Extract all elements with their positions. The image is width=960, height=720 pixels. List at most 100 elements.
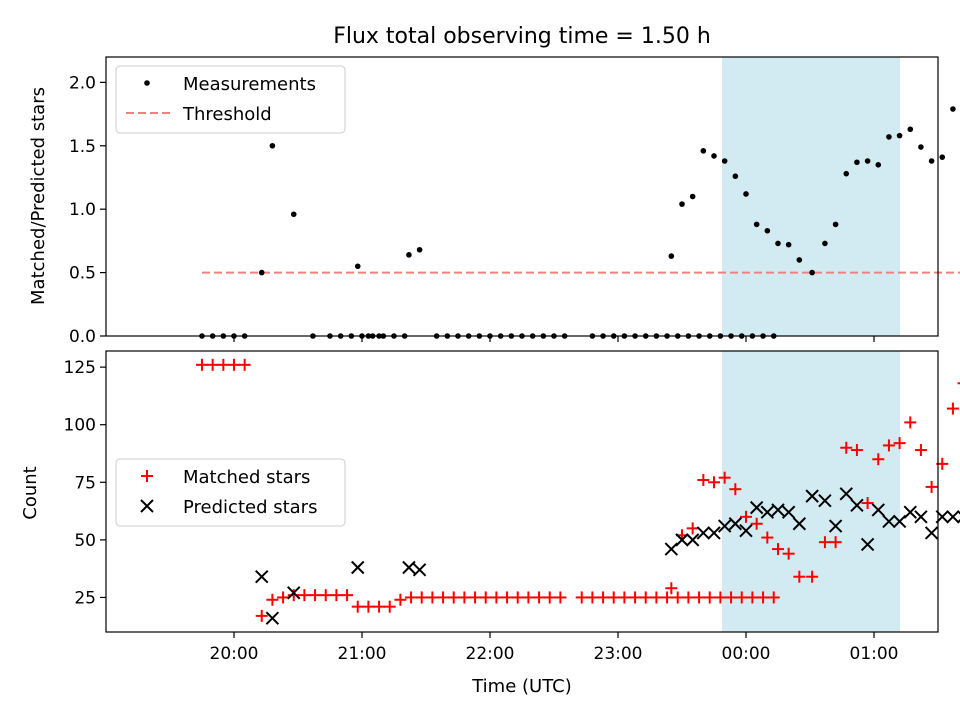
- predicted-star-point: [924, 526, 939, 540]
- matched-star-point: [686, 522, 699, 535]
- matched-star-point: [575, 591, 588, 604]
- matched-star-point: [740, 510, 752, 523]
- matched-star-point: [718, 471, 731, 484]
- predicted-star-point: [781, 505, 796, 519]
- measurement-point: [258, 269, 265, 276]
- matched-star-point: [330, 589, 343, 602]
- matched-star-point: [373, 600, 386, 613]
- matched-star-point: [501, 591, 514, 604]
- matched-star-point: [511, 591, 524, 604]
- matched-star-point: [319, 589, 332, 602]
- top-ytick-label: 0.0: [69, 327, 96, 347]
- predicted-star-point: [828, 519, 843, 533]
- matched-star-point: [729, 483, 742, 496]
- predicted-star-point: [771, 503, 785, 517]
- predicted-star-point: [860, 537, 875, 552]
- measurement-point: [354, 263, 361, 270]
- matched-star-point: [761, 531, 774, 544]
- matched-star-point: [697, 473, 710, 486]
- matched-star-point: [708, 476, 720, 489]
- predicted-star-point: [818, 494, 832, 508]
- matched-star-point: [298, 589, 311, 602]
- matched-star-point: [746, 591, 759, 604]
- measurement-point: [668, 253, 675, 259]
- xtick-label: 21:00: [338, 644, 387, 664]
- top-ytick-label: 2.0: [69, 73, 96, 93]
- matched-star-point: [946, 402, 959, 415]
- bottom-y-ticks: 25 50 75 100 125: [64, 358, 106, 608]
- predicted-star-point: [805, 489, 819, 503]
- matched-star-point: [925, 480, 938, 493]
- matched-star-point: [767, 591, 780, 604]
- matched-star-point: [735, 591, 748, 604]
- top-highlight-span: [722, 57, 900, 336]
- measurement-point: [700, 148, 707, 154]
- bottom-legend-frame: [115, 458, 346, 527]
- measurement-point: [822, 240, 828, 247]
- matched-star-point: [829, 536, 842, 549]
- matched-star-point: [469, 591, 482, 604]
- predicted-star-point: [696, 526, 711, 540]
- measurement-point: [886, 134, 892, 140]
- measurement-point: [939, 154, 946, 160]
- matched-star-point: [629, 591, 642, 604]
- matched-star-point: [341, 589, 354, 602]
- predicted-star-point: [882, 514, 896, 529]
- predicted-star-point: [760, 505, 775, 519]
- matched-star-point: [872, 453, 885, 466]
- predicted-star-point: [412, 563, 427, 577]
- measurement-point: [743, 191, 749, 197]
- predicted-star-point: [839, 487, 853, 501]
- legend-measurements-label: Measurements: [183, 74, 316, 95]
- top-plot: 0.00.51.01.52.0 Matched/Predicted stars …: [28, 56, 960, 347]
- matched-star-point: [661, 591, 674, 604]
- predicted-star-point: [892, 514, 907, 529]
- matched-star-point: [714, 591, 727, 604]
- measurement-point: [775, 240, 781, 247]
- matched-star-point: [586, 591, 599, 604]
- matched-star-point: [217, 358, 230, 371]
- matched-star-point: [266, 593, 279, 606]
- matched-star-point: [309, 589, 322, 602]
- matched-star-point: [479, 591, 492, 604]
- matched-star-point: [238, 358, 251, 371]
- matched-star-point: [904, 416, 917, 429]
- matched-star-point: [618, 591, 631, 604]
- bottom-legend: Matched stars Predicted stars: [115, 458, 346, 527]
- measurements-layer: [199, 106, 956, 339]
- xtick-label: 22:00: [466, 644, 515, 664]
- legend-predicted-marker: [140, 499, 154, 513]
- bottom-ytick-label: 50: [74, 531, 96, 551]
- matched-star-point: [394, 593, 407, 606]
- measurement-point: [796, 257, 803, 263]
- matched-star-point: [782, 547, 795, 560]
- matched-star-point: [671, 591, 684, 604]
- matched-star-point: [750, 517, 763, 530]
- matched-star-point: [703, 591, 716, 604]
- matched-star-point: [196, 358, 208, 371]
- top-ytick-label: 0.5: [69, 264, 96, 284]
- xtick-label: 00:00: [722, 644, 771, 664]
- predicted-star-point: [675, 533, 689, 547]
- measurement-point: [809, 269, 815, 276]
- measurement-point: [854, 159, 860, 166]
- matched-star-point: [665, 582, 678, 595]
- top-legend: Measurements Threshold: [115, 65, 346, 134]
- top-plot-frame: [105, 56, 939, 337]
- measurement-point: [832, 221, 839, 228]
- matched-star-point: [228, 358, 240, 371]
- matched-star-point: [543, 591, 556, 604]
- xtick-label: 01:00: [850, 644, 899, 664]
- predicted-star-point: [255, 570, 269, 584]
- measurement-point: [416, 246, 423, 253]
- predicted-star-point: [914, 510, 928, 524]
- bottom-ytick-label: 125: [64, 358, 96, 378]
- predicted-star-point: [850, 498, 864, 513]
- bottom-plot-frame: [105, 350, 939, 633]
- matched-star-point: [447, 591, 460, 604]
- predicted-star-point: [287, 586, 301, 600]
- predicted-star-point: [871, 503, 885, 517]
- matched-star-point: [639, 591, 652, 604]
- predicted-star-point: [351, 560, 365, 575]
